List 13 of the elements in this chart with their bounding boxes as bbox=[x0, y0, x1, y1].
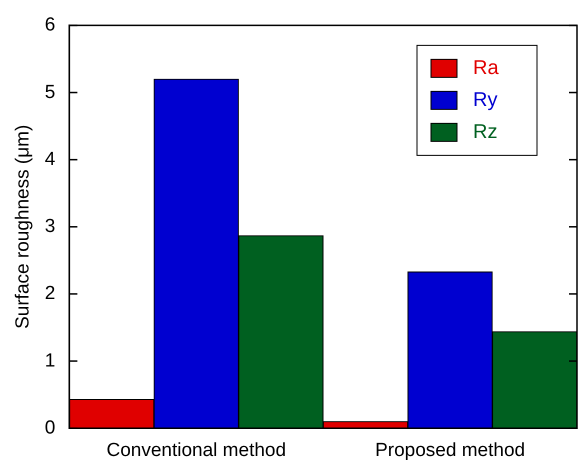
x-tick-label: Conventional method bbox=[106, 440, 286, 461]
y-axis-title: Surface roughness (μm) bbox=[12, 124, 34, 329]
legend-label: Rz bbox=[473, 120, 498, 143]
legend-label: Ry bbox=[473, 88, 498, 111]
y-tick-label: 2 bbox=[44, 283, 56, 304]
y-tick-label: 6 bbox=[44, 14, 56, 36]
legend-label: Ra bbox=[473, 56, 500, 79]
x-tick-label: Proposed method bbox=[375, 440, 526, 461]
y-tick-label: 1 bbox=[44, 350, 56, 372]
y-tick-label: 3 bbox=[44, 216, 56, 238]
y-tick-label: 5 bbox=[44, 82, 56, 103]
y-tick-label: 0 bbox=[44, 417, 56, 438]
y-tick-label: 4 bbox=[44, 148, 56, 170]
